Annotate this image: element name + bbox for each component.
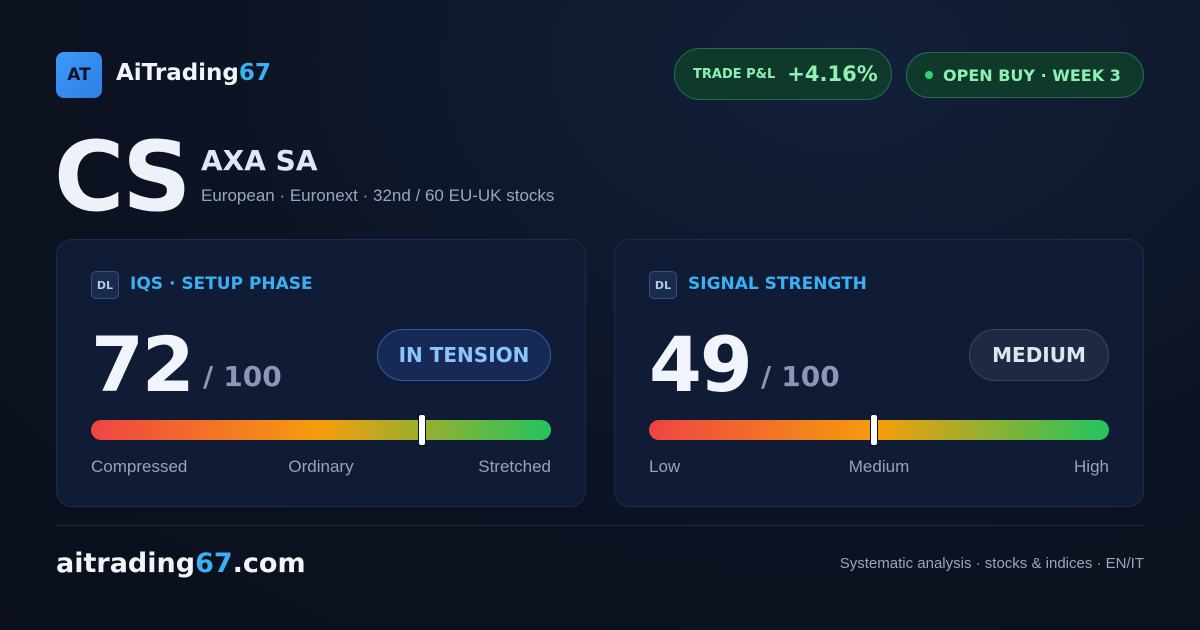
brand-name: AiTrading <box>116 60 239 86</box>
brand-accent: 67 <box>238 60 271 86</box>
badge-value: +4.16% <box>787 62 878 86</box>
brand: AiTrading67 <box>116 60 271 86</box>
score-card: DL IQS · SETUP PHASE 72/ 100 IN TENSION Compr… <box>56 239 586 507</box>
card-icon: DL <box>649 271 677 299</box>
status-dot <box>925 71 933 79</box>
divider <box>56 525 1144 526</box>
site: aitrading67.com <box>56 548 306 579</box>
score-card: DL SIGNAL STRENGTH 49/ 100 MEDIUM Low Medium Hi… <box>614 239 1144 507</box>
status-pill: MEDIUM <box>969 329 1109 381</box>
badge-label: OPEN BUY · WEEK 3 <box>943 65 1121 85</box>
stock-subtitle: European · Euronext · 32nd / 60 EU-UK st… <box>201 186 555 205</box>
score: 72 <box>91 320 195 409</box>
scale-label: Stretched <box>478 457 551 476</box>
scale-label: High <box>1074 457 1109 476</box>
card-title: SIGNAL STRENGTH <box>688 274 867 294</box>
scale-label: Compressed <box>91 457 188 476</box>
status-pill: IN TENSION <box>377 329 551 381</box>
score-max: / 100 <box>761 360 840 393</box>
site-accent: 67 <box>195 548 233 579</box>
site-name: aitrading <box>56 548 196 579</box>
status-badge: OPEN BUY · WEEK 3 <box>906 52 1144 98</box>
separator: / <box>203 360 214 393</box>
card-icon: DL <box>91 271 119 299</box>
score: 49 <box>649 320 753 409</box>
separator: / <box>761 360 772 393</box>
scale-label: Medium <box>848 457 910 476</box>
gradient-bar <box>91 420 551 440</box>
gradient-bar <box>649 420 1109 440</box>
scale-label: Ordinary <box>288 457 354 476</box>
max: 100 <box>223 360 282 393</box>
logo: AT <box>56 52 102 98</box>
score-max: / 100 <box>203 360 282 393</box>
card-title: IQS · SETUP PHASE <box>130 274 313 294</box>
score-marker <box>870 414 879 446</box>
site-tld: .com <box>232 548 306 579</box>
score-marker <box>418 414 427 446</box>
pnl-badge: TRADE P&L +4.16% <box>674 48 892 100</box>
badge-label: TRADE P&L <box>693 66 776 82</box>
scale-label: Low <box>649 457 681 476</box>
ticker: CS <box>54 121 191 233</box>
stock-name: AXA SA <box>201 144 318 177</box>
max: 100 <box>781 360 840 393</box>
tagline: Systematic analysis · stocks & indices ·… <box>839 555 1144 572</box>
